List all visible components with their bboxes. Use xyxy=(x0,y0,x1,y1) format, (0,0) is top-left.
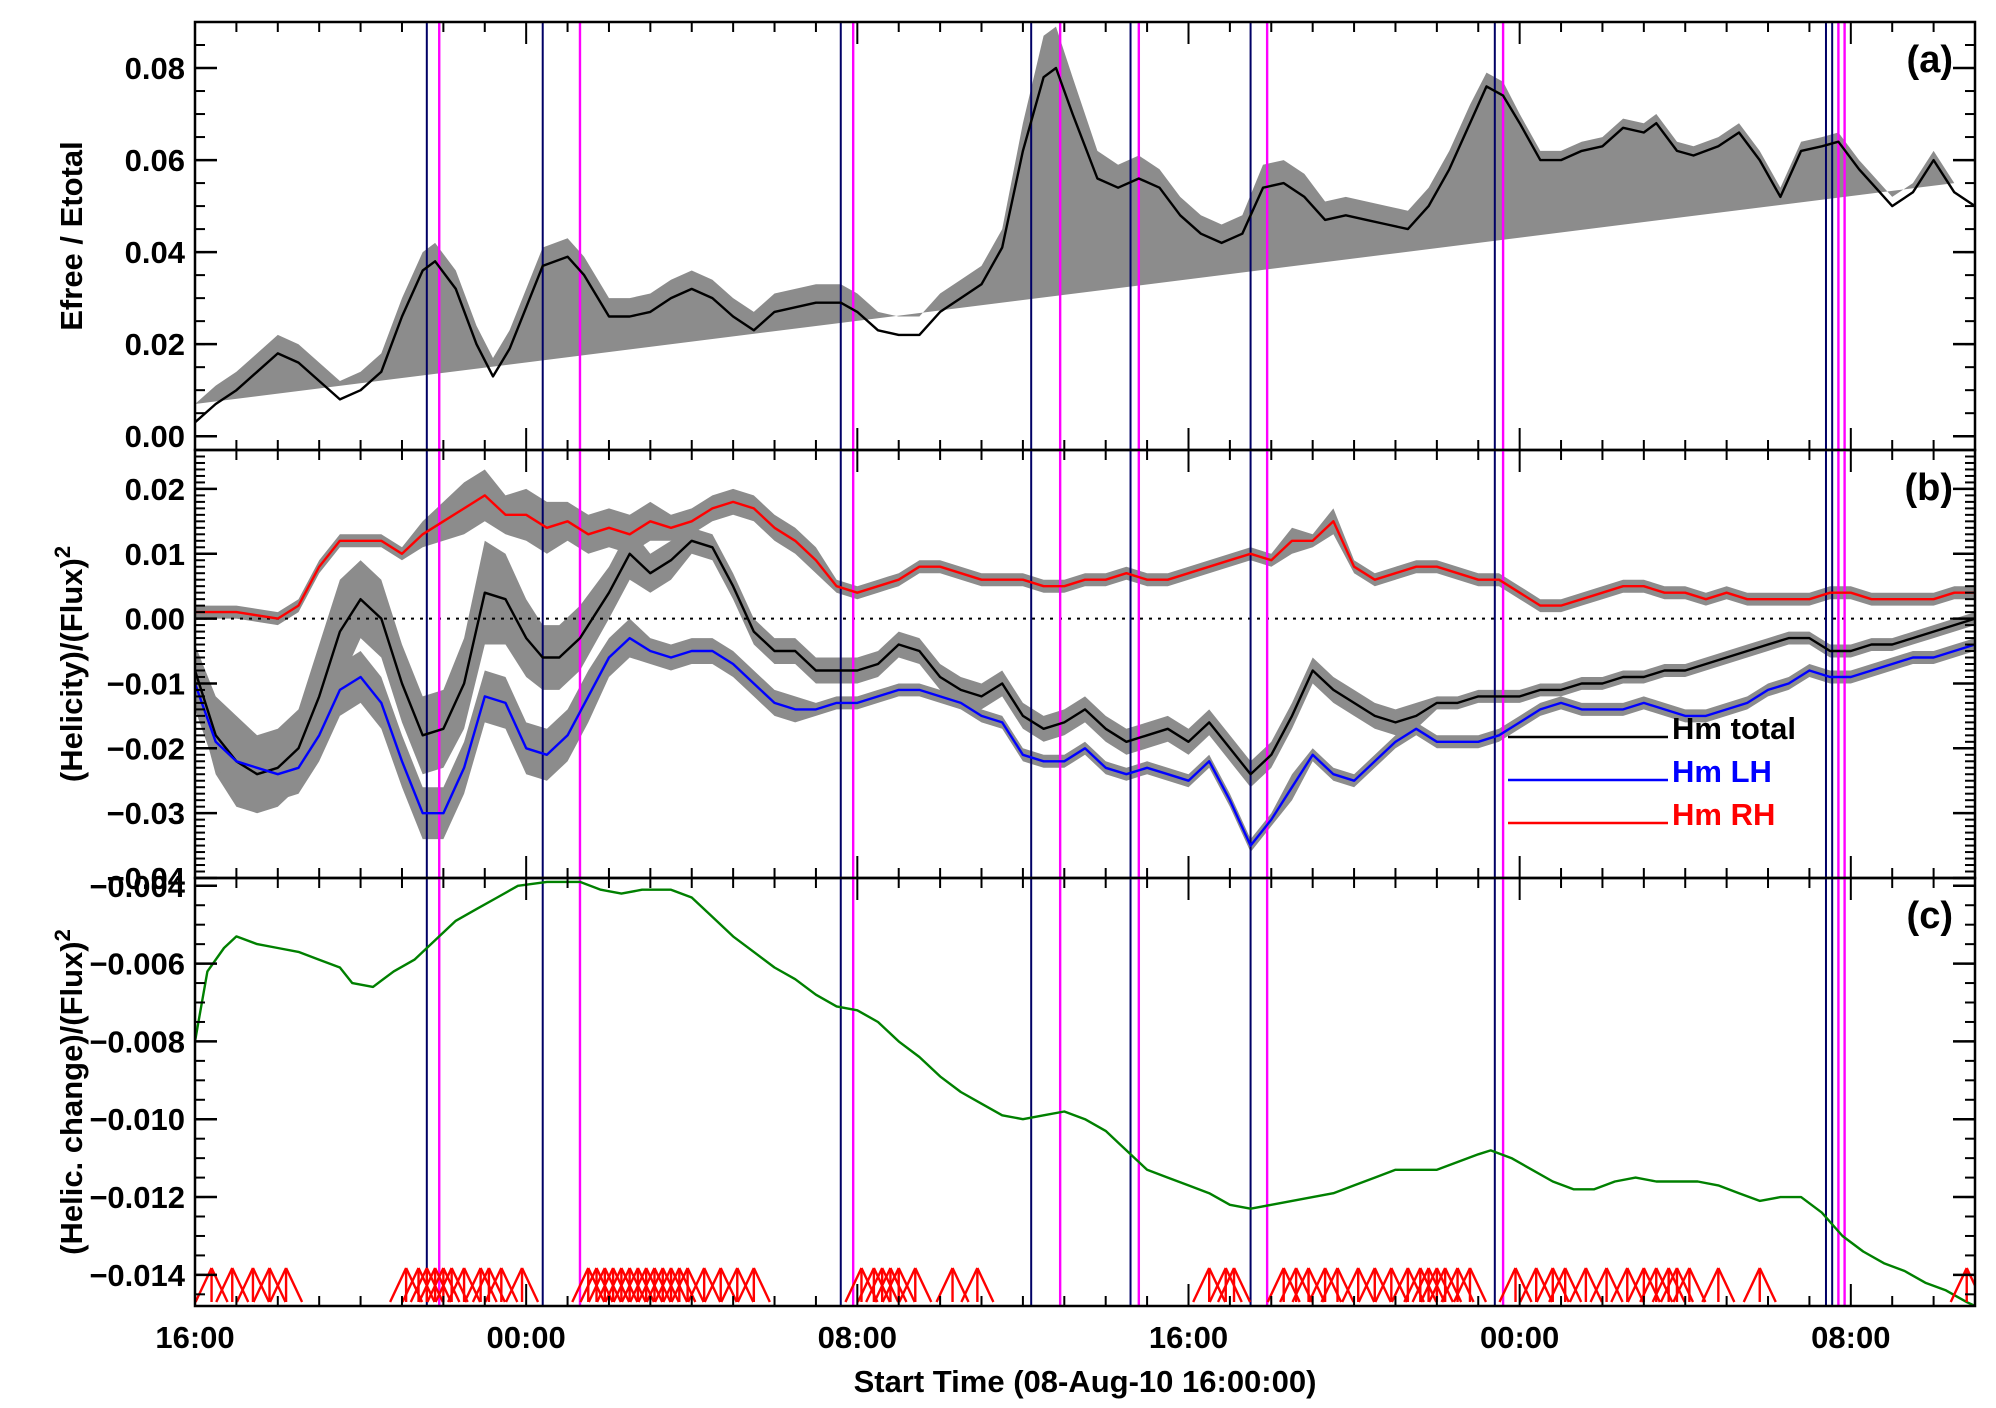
flare-arrow xyxy=(1320,1267,1355,1303)
x-tick-label: 16:00 xyxy=(155,1320,234,1355)
flare-arrow xyxy=(1357,1267,1392,1303)
y-axis-title-superscript: 2 xyxy=(50,546,75,558)
legend-entry: Hm LH xyxy=(1508,754,1772,789)
y-tick-label: −0.04 xyxy=(107,861,186,896)
flare-arrow xyxy=(736,1267,771,1303)
flare-arrow xyxy=(215,1267,250,1303)
flare-arrow xyxy=(484,1267,519,1303)
flare-arrow xyxy=(1452,1267,1488,1303)
flare-arrow xyxy=(1701,1267,1736,1303)
flare-arrow xyxy=(1216,1267,1252,1303)
flare-arrow xyxy=(235,1267,271,1303)
plot-area xyxy=(195,878,1975,1306)
flare-arrow xyxy=(960,1267,995,1303)
flare-arrow xyxy=(1498,1267,1533,1303)
legend-label: Hm total xyxy=(1672,711,1796,746)
uncertainty-band-hm-total xyxy=(195,527,1975,814)
flare-arrow xyxy=(1519,1267,1554,1303)
y-tick-label: 0.00 xyxy=(125,419,185,454)
y-tick-label: 0.02 xyxy=(125,327,185,362)
x-tick-label: 00:00 xyxy=(487,1320,566,1355)
flare-arrow xyxy=(703,1267,738,1303)
y-axis-title: Efree / Etotal xyxy=(54,141,89,331)
uncertainty-band-series-0 xyxy=(195,26,1955,404)
uncertainty-band-hm-rh xyxy=(195,469,1975,626)
flare-arrow xyxy=(1672,1267,1707,1303)
panel-b: 0.02 0.01 0.00 −0.01 −0.02 −0.03 −0.04 (b) (Heli… xyxy=(50,448,1977,896)
legend-entry: Hm RH xyxy=(1508,797,1775,832)
flare-arrow xyxy=(1341,1267,1376,1303)
flare-arrow xyxy=(720,1267,755,1303)
y-tick-label: −0.02 xyxy=(107,731,185,766)
flare-arrow xyxy=(1374,1267,1409,1303)
panel-a: 0.00 0.02 0.04 0.06 0.08 (a) Efree / Etotal xyxy=(54,20,1977,454)
series-line-0 xyxy=(195,880,1975,1306)
series-line-0 xyxy=(195,66,1975,424)
flare-arrow xyxy=(1589,1267,1624,1303)
y-axis-title: (Helic. change)/(Flux)2 xyxy=(50,929,89,1255)
uncertainty-band-hm-lh xyxy=(195,618,1975,853)
flare-arrow xyxy=(1610,1267,1645,1303)
x-tick-label: 08:00 xyxy=(818,1320,897,1355)
plot-area xyxy=(195,450,1975,878)
panel-label: (c) xyxy=(1907,895,1953,937)
x-tick-label: 08:00 xyxy=(1811,1320,1890,1355)
panel-label: (a) xyxy=(1907,39,1953,81)
series-line-hm-lh xyxy=(195,636,1975,847)
plot-area xyxy=(195,22,1975,450)
y-tick-label: −0.008 xyxy=(89,1024,185,1059)
legend-label: Hm RH xyxy=(1672,797,1775,832)
y-tick-label: −0.010 xyxy=(89,1102,185,1137)
series-line-hm-total xyxy=(195,539,1975,776)
legend-entry: Hm total xyxy=(1508,711,1796,746)
x-axis-title: Start Time (08-Aug-10 16:00:00) xyxy=(854,1364,1317,1399)
x-axis-tick-labels: 16:00 00:00 08:00 16:00 00:00 08:00 xyxy=(155,1320,1890,1355)
x-tick-label: 16:00 xyxy=(1149,1320,1228,1355)
y-tick-label: −0.012 xyxy=(89,1180,185,1215)
y-tick-label: 0.04 xyxy=(125,235,186,270)
y-tick-label: −0.03 xyxy=(107,796,185,831)
y-tick-label: 0.06 xyxy=(125,143,185,178)
flare-arrow xyxy=(268,1267,304,1303)
y-tick-label: 0.02 xyxy=(125,472,185,507)
panel-frame xyxy=(193,876,1977,1308)
series-line-hm-rh xyxy=(195,494,1975,620)
y-axis-title: (Helicity)/(Flux)2 xyxy=(50,546,89,782)
legend-label: Hm LH xyxy=(1672,754,1772,789)
flare-arrow xyxy=(1742,1267,1777,1303)
flare-arrow xyxy=(195,1267,229,1303)
y-tick-label: −0.01 xyxy=(107,666,185,701)
y-tick-label: −0.006 xyxy=(89,947,185,982)
flare-arrow xyxy=(898,1267,933,1303)
y-axis-title-superscript: 2 xyxy=(50,929,75,941)
y-tick-label: −0.004 xyxy=(89,869,185,904)
y-tick-label: −0.014 xyxy=(89,1258,185,1293)
flare-arrow xyxy=(252,1267,287,1303)
flare-arrow xyxy=(504,1267,540,1303)
y-tick-label: 0.08 xyxy=(125,51,185,86)
x-tick-label: 00:00 xyxy=(1480,1320,1559,1355)
y-tick-label: 0.00 xyxy=(125,602,185,637)
flare-arrow xyxy=(1568,1267,1603,1303)
flare-arrow xyxy=(1548,1267,1583,1303)
y-tick-label: 0.01 xyxy=(125,537,185,572)
panel-label: (b) xyxy=(1904,467,1953,509)
panel-c: −0.004 −0.006 −0.008 −0.010 −0.012 −0.014 (c) (… xyxy=(50,869,1977,1308)
